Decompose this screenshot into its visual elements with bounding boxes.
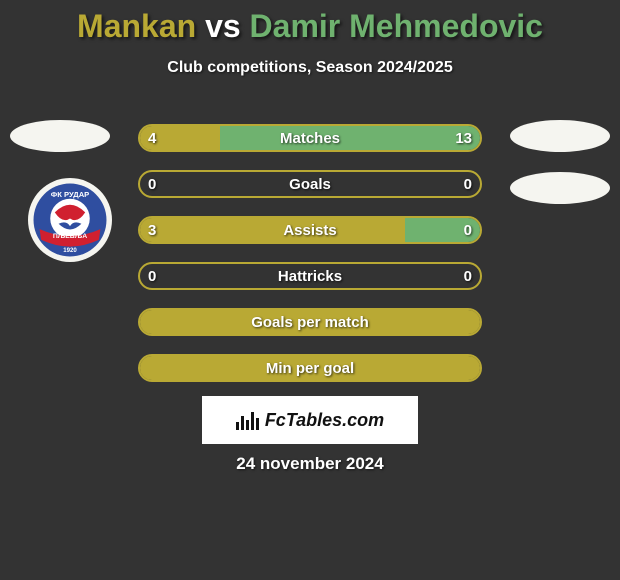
- bar-right-fill: [220, 126, 480, 150]
- bar-left-fill: [140, 310, 480, 334]
- svg-text:ПЉЕВЉА: ПЉЕВЉА: [53, 233, 87, 240]
- club-badge-right-2: [510, 172, 610, 204]
- subtitle: Club competitions, Season 2024/2025: [0, 59, 620, 77]
- club-logo-icon: ФК РУДАР ПЉЕВЉА 1920: [32, 182, 108, 258]
- club-badge-left-2: ФК РУДАР ПЉЕВЉА 1920: [28, 178, 112, 262]
- title-player2: Damir Mehmedovic: [250, 8, 543, 44]
- bar-value-left: 3: [148, 216, 156, 244]
- bar-value-left: 0: [148, 170, 156, 198]
- bar-left-fill: [140, 218, 405, 242]
- bar-row: Min per goal: [138, 354, 482, 382]
- svg-text:1920: 1920: [63, 247, 77, 254]
- bar-value-left: 4: [148, 124, 156, 152]
- bar-track: [138, 262, 482, 290]
- bar-row: Goals per match: [138, 308, 482, 336]
- footer-date: 24 november 2024: [0, 454, 620, 474]
- club-badge-left-1: [10, 120, 110, 152]
- title-player1: Mankan: [77, 8, 196, 44]
- bar-left-fill: [140, 356, 480, 380]
- comparison-chart: Matches413Goals00Assists30Hattricks00Goa…: [138, 124, 482, 400]
- bar-track: [138, 216, 482, 244]
- bar-row: Hattricks00: [138, 262, 482, 290]
- page-title: Mankan vs Damir Mehmedovic: [0, 0, 620, 45]
- bar-track: [138, 170, 482, 198]
- bar-track: [138, 308, 482, 336]
- bar-value-right: 0: [464, 170, 472, 198]
- bar-track: [138, 124, 482, 152]
- bar-row: Matches413: [138, 124, 482, 152]
- title-vs: vs: [205, 8, 241, 44]
- bar-row: Goals00: [138, 170, 482, 198]
- svg-text:ФК РУДАР: ФК РУДАР: [51, 190, 90, 199]
- site-logo: FcTables.com: [202, 396, 418, 444]
- bar-value-left: 0: [148, 262, 156, 290]
- chart-icon: [236, 410, 259, 430]
- bar-track: [138, 354, 482, 382]
- club-badge-right-1: [510, 120, 610, 152]
- bar-value-right: 0: [464, 216, 472, 244]
- site-logo-text: FcTables.com: [265, 410, 384, 431]
- bar-row: Assists30: [138, 216, 482, 244]
- bar-value-right: 13: [455, 124, 472, 152]
- bar-value-right: 0: [464, 262, 472, 290]
